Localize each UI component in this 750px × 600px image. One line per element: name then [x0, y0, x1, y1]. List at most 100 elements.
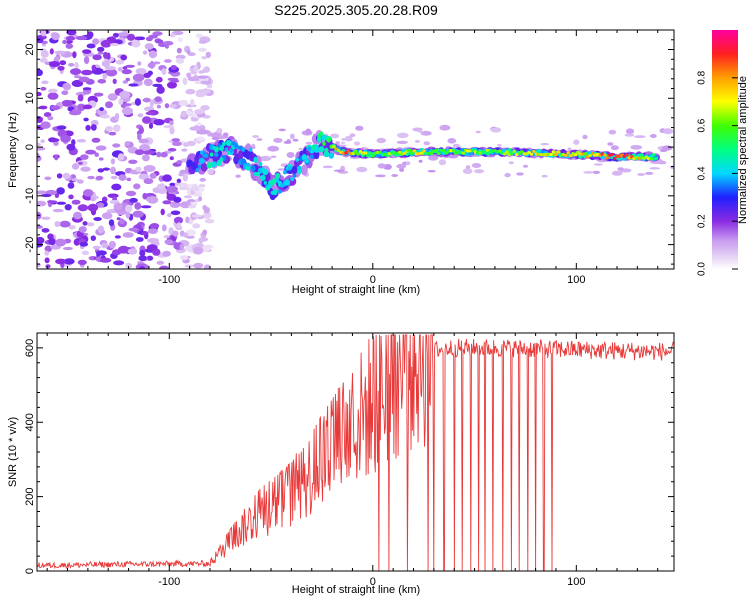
noise-speckle — [167, 81, 177, 89]
noise-speckle — [121, 69, 132, 75]
noise-speckle — [146, 255, 154, 261]
noise-speckle — [175, 58, 185, 64]
noise-speckle — [94, 152, 99, 157]
noise-speckle — [137, 36, 146, 41]
noise-speckle — [176, 47, 182, 54]
noise-speckle — [191, 214, 202, 218]
heatmap-x-label: Height of straight line (km) — [292, 284, 420, 296]
noise-speckle — [83, 189, 94, 197]
noise-speckle — [48, 88, 58, 94]
noise-speckle — [57, 65, 65, 71]
noise-speckle — [356, 166, 368, 173]
ridge-blob — [229, 148, 234, 153]
noise-speckle — [102, 167, 111, 171]
heatmap-x-axis: -100 0 100 — [46, 30, 659, 286]
noise-speckle — [100, 40, 112, 48]
noise-speckle — [81, 250, 90, 255]
ridge-blob — [549, 152, 553, 157]
noise-speckle — [418, 159, 423, 163]
ridge-blob — [566, 151, 570, 155]
ridge-blob — [284, 179, 290, 186]
ridge-blob — [258, 162, 263, 167]
noise-speckle — [541, 174, 548, 178]
ridge-blob — [270, 190, 275, 195]
noise-speckle — [82, 49, 92, 54]
noise-speckle — [143, 178, 154, 185]
noise-speckle — [117, 245, 130, 254]
noise-speckle — [37, 200, 47, 207]
noise-speckle — [191, 185, 199, 192]
noise-speckle — [68, 194, 74, 200]
ridge-blob — [280, 183, 285, 188]
noise-speckle — [45, 264, 51, 269]
noise-speckle — [203, 264, 211, 269]
colorbar-tick-label: 0.4 — [697, 166, 708, 180]
noise-speckle — [99, 257, 112, 263]
noise-speckle — [92, 54, 102, 61]
noise-speckle — [170, 210, 181, 216]
ridge-blob — [219, 157, 224, 162]
noise-speckle — [37, 225, 43, 229]
noise-speckle — [473, 169, 485, 174]
noise-speckle — [138, 138, 149, 144]
ridge-blob — [419, 151, 424, 155]
noise-speckle — [397, 132, 409, 139]
ridge-blob — [370, 154, 375, 158]
noise-speckle — [204, 219, 215, 224]
noise-speckle — [37, 262, 41, 268]
noise-speckle — [355, 125, 364, 131]
snr-marks — [37, 334, 674, 571]
noise-speckle — [164, 43, 169, 49]
noise-speckle — [259, 155, 272, 162]
noise-speckle — [41, 216, 51, 220]
noise-speckle — [105, 126, 113, 132]
ridge-blob — [198, 157, 205, 164]
noise-speckle — [286, 152, 295, 158]
noise-speckle — [105, 68, 118, 77]
noise-speckle — [504, 172, 511, 178]
noise-speckle — [93, 92, 104, 97]
noise-speckle — [235, 174, 241, 178]
snr-y-tick-label: 600 — [24, 339, 36, 357]
noise-speckle — [198, 238, 204, 244]
noise-speckle — [516, 172, 524, 176]
noise-speckle — [68, 225, 76, 230]
ridge-blob — [346, 149, 351, 153]
noise-speckle — [610, 145, 619, 151]
noise-speckle — [199, 89, 211, 94]
noise-speckle — [44, 245, 52, 253]
noise-speckle — [40, 139, 45, 143]
noise-speckle — [66, 30, 77, 36]
noise-speckle — [125, 77, 131, 82]
ridge-blob — [285, 166, 289, 171]
noise-speckle — [196, 122, 202, 127]
noise-speckle — [256, 138, 263, 141]
noise-speckle — [134, 202, 142, 210]
noise-speckle — [114, 235, 121, 239]
ridge-blob — [461, 151, 465, 155]
snr-line — [37, 334, 674, 571]
ridge-blob — [483, 150, 487, 155]
ridge-blob — [322, 141, 326, 146]
ridge-blob — [363, 151, 368, 155]
noise-speckle — [128, 83, 139, 87]
noise-speckle — [344, 135, 353, 142]
noise-speckle — [132, 210, 144, 218]
noise-speckle — [61, 90, 69, 96]
noise-speckle — [198, 196, 203, 202]
noise-speckle — [68, 62, 75, 67]
noise-speckle — [176, 178, 182, 183]
noise-speckle — [173, 196, 182, 203]
snr-y-tick-label: 0 — [24, 568, 36, 574]
ridge-blob — [336, 148, 341, 153]
noise-speckle — [148, 34, 158, 39]
ridge-blob — [263, 180, 267, 185]
noise-speckle — [341, 138, 346, 141]
ridge-blob — [529, 152, 534, 156]
noise-speckle — [187, 76, 198, 82]
ridge-blob — [603, 153, 607, 157]
noise-speckle — [41, 193, 52, 198]
snr-y-axis: 0 200 400 600 — [24, 332, 674, 574]
noise-speckle — [51, 32, 60, 41]
heatmap-x-tick-label: 0 — [370, 274, 376, 286]
